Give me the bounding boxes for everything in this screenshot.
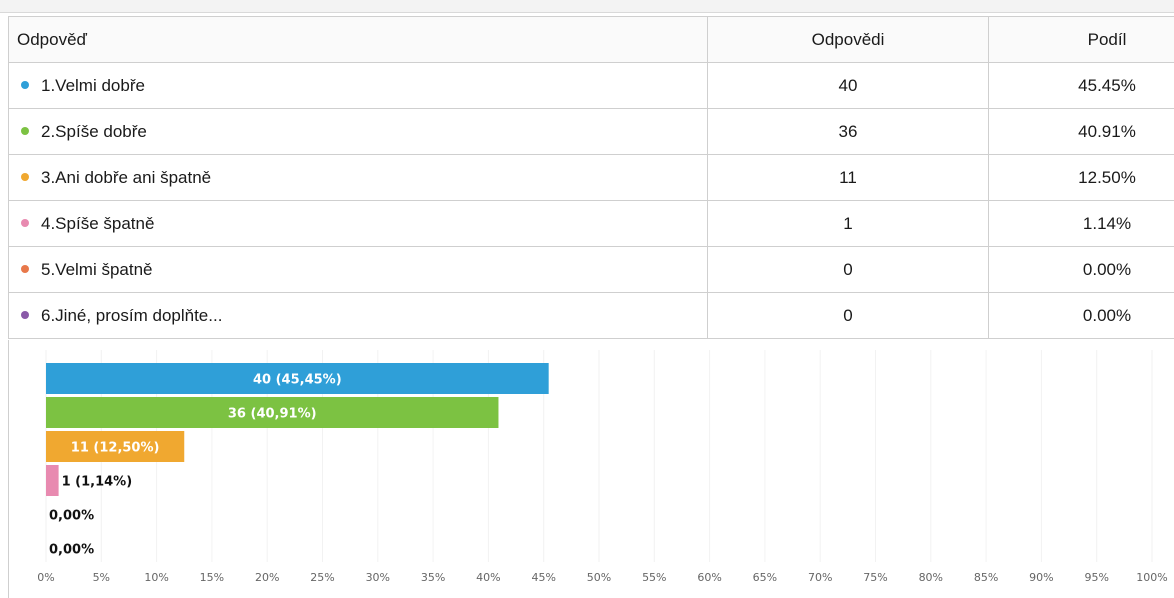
x-tick-label: 20% xyxy=(255,571,279,584)
data-label: 0,00% xyxy=(49,543,94,558)
answer-cell: 5.Velmi špatně xyxy=(8,246,708,293)
x-tick-label: 50% xyxy=(587,571,611,584)
data-label: 40 (45,45%) xyxy=(253,373,342,388)
answer-cell: 4.Spíše špatně xyxy=(8,200,708,247)
legend-dot-icon xyxy=(21,173,29,182)
answer-cell: 2.Spíše dobře xyxy=(8,108,708,155)
bar-chart: 40 (45,45%) 36 (40,91%) 11 (12,50%) 1 (1,14… xyxy=(37,350,1168,584)
data-label: 0,00% xyxy=(49,509,94,524)
count-cell: 40 xyxy=(707,62,989,109)
legend-dot-icon xyxy=(21,311,29,320)
x-tick-label: 85% xyxy=(974,571,998,584)
answer-label: 4.Spíše špatně xyxy=(41,213,155,233)
x-tick-label: 65% xyxy=(753,571,777,584)
table-row: 3.Ani dobře ani špatně 11 12.50% xyxy=(8,154,1174,201)
x-tick-label: 40% xyxy=(476,571,500,584)
answer-label: 6.Jiné, prosím doplňte... xyxy=(41,305,223,325)
share-cell: 12.50% xyxy=(988,154,1174,201)
bar xyxy=(46,397,499,428)
share-cell: 45.45% xyxy=(988,62,1174,109)
header-answer: Odpověď xyxy=(8,16,708,63)
legend-dot-icon xyxy=(21,265,29,274)
table-header-row: Odpověď Odpovědi Podíl xyxy=(8,16,1174,63)
x-tick-label: 90% xyxy=(1029,571,1053,584)
data-label: 11 (12,50%) xyxy=(71,441,160,456)
share-cell: 1.14% xyxy=(988,200,1174,247)
bar xyxy=(46,465,59,496)
share-cell: 40.91% xyxy=(988,108,1174,155)
legend-dot-icon xyxy=(21,81,29,90)
answer-cell: 3.Ani dobře ani špatně xyxy=(8,154,708,201)
bar xyxy=(46,431,185,462)
bar xyxy=(46,363,549,394)
table-row: 1.Velmi dobře 40 45.45% xyxy=(8,62,1174,109)
x-tick-label: 70% xyxy=(808,571,832,584)
x-tick-label: 80% xyxy=(919,571,943,584)
x-tick-label: 15% xyxy=(200,571,224,584)
answer-label: 2.Spíše dobře xyxy=(41,121,147,141)
count-cell: 36 xyxy=(707,108,989,155)
table-row: 4.Spíše špatně 1 1.14% xyxy=(8,200,1174,247)
count-cell: 0 xyxy=(707,246,989,293)
table-row: 6.Jiné, prosím doplňte... 0 0.00% xyxy=(8,292,1174,339)
x-tick-label: 100% xyxy=(1136,571,1167,584)
answer-label: 1.Velmi dobře xyxy=(41,75,145,95)
chart-area xyxy=(8,340,1174,598)
x-tick-label: 0% xyxy=(37,571,54,584)
count-cell: 1 xyxy=(707,200,989,247)
answer-label: 5.Velmi špatně xyxy=(41,259,153,279)
x-tick-label: 10% xyxy=(144,571,168,584)
x-tick-label: 25% xyxy=(310,571,334,584)
header-share: Podíl xyxy=(988,16,1174,63)
x-tick-label: 5% xyxy=(93,571,110,584)
x-tick-label: 95% xyxy=(1084,571,1108,584)
x-tick-label: 55% xyxy=(642,571,666,584)
table-row: 2.Spíše dobře 36 40.91% xyxy=(8,108,1174,155)
x-tick-label: 30% xyxy=(366,571,390,584)
x-tick-label: 35% xyxy=(421,571,445,584)
answer-cell: 6.Jiné, prosím doplňte... xyxy=(8,292,708,339)
top-strip xyxy=(0,0,1174,13)
header-count: Odpovědi xyxy=(707,16,989,63)
data-label: 1 (1,14%) xyxy=(62,475,133,490)
share-cell: 0.00% xyxy=(988,292,1174,339)
x-tick-label: 75% xyxy=(863,571,887,584)
results-table: Odpověď Odpovědi Podíl 1.Velmi dobře 40 … xyxy=(8,16,1174,339)
answer-cell: 1.Velmi dobře xyxy=(8,62,708,109)
legend-dot-icon xyxy=(21,219,29,228)
answer-label: 3.Ani dobře ani špatně xyxy=(41,167,212,187)
legend-dot-icon xyxy=(21,127,29,136)
data-label: 36 (40,91%) xyxy=(228,407,317,422)
count-cell: 0 xyxy=(707,292,989,339)
x-tick-label: 45% xyxy=(531,571,555,584)
count-cell: 11 xyxy=(707,154,989,201)
share-cell: 0.00% xyxy=(988,246,1174,293)
x-tick-label: 60% xyxy=(697,571,721,584)
table-row: 5.Velmi špatně 0 0.00% xyxy=(8,246,1174,293)
